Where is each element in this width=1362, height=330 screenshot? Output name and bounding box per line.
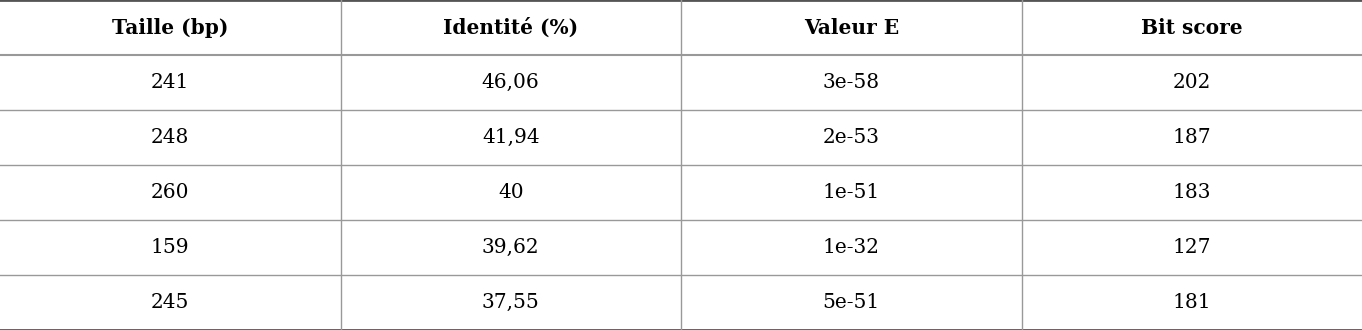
Text: 1e-51: 1e-51: [823, 183, 880, 202]
Text: 2e-53: 2e-53: [823, 128, 880, 147]
Text: 41,94: 41,94: [482, 128, 539, 147]
Text: 39,62: 39,62: [482, 238, 539, 257]
Text: 159: 159: [151, 238, 189, 257]
Text: 5e-51: 5e-51: [823, 293, 880, 312]
Text: 260: 260: [151, 183, 189, 202]
Text: Taille (bp): Taille (bp): [112, 17, 229, 38]
Text: 187: 187: [1173, 128, 1211, 147]
Text: 245: 245: [151, 293, 189, 312]
Text: 37,55: 37,55: [482, 293, 539, 312]
Text: 1e-32: 1e-32: [823, 238, 880, 257]
Text: Identité (%): Identité (%): [443, 17, 579, 38]
Text: 241: 241: [151, 73, 189, 92]
Text: 127: 127: [1173, 238, 1211, 257]
Text: 248: 248: [151, 128, 189, 147]
Text: Bit score: Bit score: [1141, 17, 1242, 38]
Text: 3e-58: 3e-58: [823, 73, 880, 92]
Text: 40: 40: [498, 183, 523, 202]
Text: 46,06: 46,06: [482, 73, 539, 92]
Text: 181: 181: [1173, 293, 1211, 312]
Text: 202: 202: [1173, 73, 1211, 92]
Text: 183: 183: [1173, 183, 1211, 202]
Text: Valeur E: Valeur E: [804, 17, 899, 38]
